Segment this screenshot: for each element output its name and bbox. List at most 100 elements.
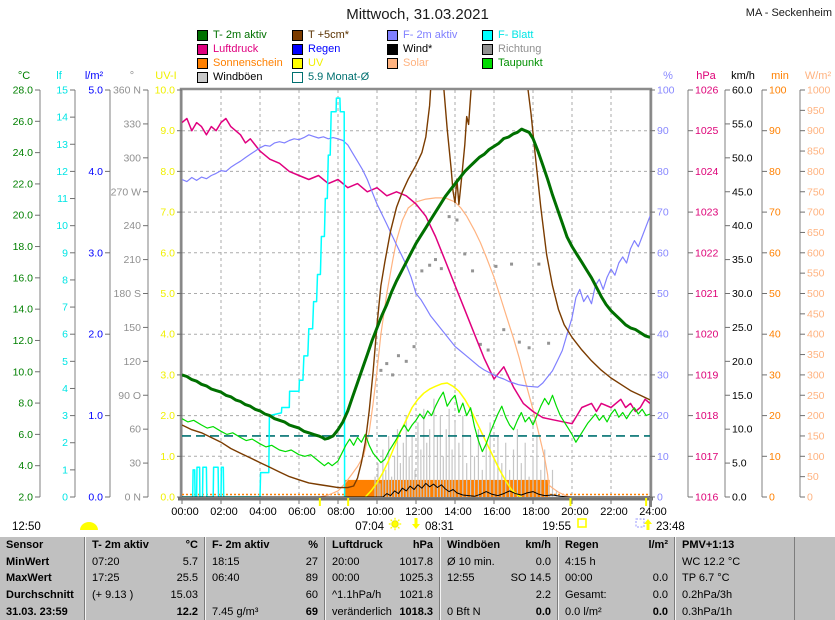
svg-text:80: 80 (657, 166, 669, 178)
legend-label: Richtung (498, 43, 542, 55)
svg-text:300: 300 (807, 369, 825, 381)
legend-item-t-5cm-: T +5cm* (292, 30, 349, 41)
svg-text:300: 300 (123, 152, 141, 164)
series-group (182, 90, 650, 497)
svg-text:0.0: 0.0 (160, 492, 175, 504)
svg-text:10.0: 10.0 (732, 424, 753, 436)
svg-text:20.0: 20.0 (13, 210, 34, 222)
svg-text:30: 30 (129, 458, 141, 470)
svg-text:2.0: 2.0 (160, 410, 175, 422)
table-row: F- 2m aktiv% (206, 537, 324, 554)
svg-text:120: 120 (123, 356, 141, 368)
weather-chart: 28.026.024.022.020.018.016.014.012.010.0… (12, 70, 831, 533)
svg-text:500: 500 (807, 288, 825, 300)
table-row: 06:40 89 (206, 570, 324, 587)
svg-text:6.0: 6.0 (160, 247, 175, 259)
svg-text:270 W: 270 W (111, 186, 141, 198)
svg-text:14.0: 14.0 (13, 304, 34, 316)
svg-text:2.0: 2.0 (18, 492, 33, 504)
legend-swatch-icon (197, 44, 208, 55)
table-row: (+ 9.13 ) 15.03 (86, 587, 204, 604)
legend-label: T +5cm* (308, 29, 350, 41)
legend-item-wind-: Wind* (387, 44, 432, 55)
svg-text:06:00: 06:00 (288, 506, 316, 518)
svg-text:10:00: 10:00 (366, 506, 394, 518)
svg-text:90 O: 90 O (118, 390, 141, 402)
svg-text:08:00: 08:00 (327, 506, 355, 518)
axis-unit-label: km/h (731, 70, 755, 82)
svg-text:2: 2 (62, 437, 68, 449)
legend-swatch-icon (387, 58, 398, 69)
moon-icon (80, 522, 98, 530)
svg-text:90: 90 (769, 125, 781, 137)
table-cell: 07:20 (92, 555, 120, 568)
svg-text:1024: 1024 (695, 166, 719, 178)
legend-item-richtung: Richtung (482, 44, 541, 55)
svg-text:40: 40 (657, 329, 669, 341)
svg-text:1: 1 (62, 464, 68, 476)
table-cell: 15.03 (170, 589, 198, 602)
legend-swatch-icon (197, 30, 208, 41)
svg-text:60.0: 60.0 (732, 85, 753, 97)
svg-text:12.0: 12.0 (13, 335, 34, 347)
svg-text:950: 950 (807, 105, 825, 117)
grid-lines (182, 90, 650, 497)
svg-text:10.0: 10.0 (13, 366, 34, 378)
table-row: Luftdruck hPa (326, 537, 439, 554)
svg-text:15.0: 15.0 (732, 390, 753, 402)
table-cell: Sensor (6, 539, 44, 552)
legend-swatch-icon (292, 44, 303, 55)
svg-text:7.0: 7.0 (160, 207, 175, 219)
table-cell: hPa (412, 539, 433, 552)
table-cell: Ø 10 min. (447, 555, 495, 568)
legend-label: Windböen (213, 71, 263, 83)
legend-swatch-icon (197, 72, 208, 83)
table-cell: 69 (305, 605, 318, 618)
table-row: 17:25 25.5 (86, 570, 204, 587)
arrow-up-icon (644, 519, 652, 524)
svg-text:24.0: 24.0 (13, 147, 34, 159)
table-row: MinWert (0, 554, 84, 571)
series-windboeen (374, 398, 558, 497)
svg-text:16:00: 16:00 (483, 506, 511, 518)
table-cell: 0.0 (535, 605, 551, 618)
axis-°C: 28.0 26.0 24.0 22.0 20.0 18.0 16.0 14.0 12.0 10.0… (13, 70, 41, 504)
table-row: Regen l/m² (559, 537, 674, 554)
svg-text:0.0: 0.0 (88, 492, 103, 504)
table-row: PMV+1:13 (676, 537, 794, 554)
svg-text:70: 70 (769, 207, 781, 219)
legend-item-luftdruck: Luftdruck (197, 44, 258, 55)
axis-unit-label: lf (56, 70, 62, 82)
svg-text:330: 330 (123, 118, 141, 130)
table-cell: (+ 9.13 ) (92, 589, 134, 602)
svg-text:1019: 1019 (695, 369, 719, 381)
stats-column-regen: Regen l/m² 4:15 h 00:00 0.0 Gesamt: 0.0 0.0 l/m… (558, 537, 675, 620)
table-cell: 60 (305, 589, 318, 602)
legend-item-5-9-monat-: 5.9 Monat-Ø (292, 72, 369, 83)
axis-Wm: 1000950900850800750700650600550500450400… (799, 70, 831, 504)
legend-item-taupunkt: Taupunkt (482, 58, 543, 69)
svg-text:1020: 1020 (695, 329, 719, 341)
legend-label: T- 2m aktiv (213, 29, 267, 41)
svg-text:1025: 1025 (695, 125, 719, 137)
series-wind (182, 482, 650, 497)
table-cell: 18:15 (212, 555, 240, 568)
series-uv (364, 382, 522, 497)
astro-time-label: 19:55 (542, 521, 571, 533)
table-cell: 1018.3 (399, 605, 433, 618)
svg-text:25.0: 25.0 (732, 322, 753, 334)
svg-text:10.0: 10.0 (155, 85, 176, 97)
svg-text:1026: 1026 (695, 85, 719, 97)
table-cell: 0.0 (535, 555, 551, 568)
table-cell: 27 (305, 555, 318, 568)
table-row: 60 (206, 587, 324, 604)
table-cell: °C (185, 539, 198, 552)
legend-item-uv: UV (292, 58, 323, 69)
svg-text:1.0: 1.0 (160, 451, 175, 463)
svg-text:350: 350 (807, 349, 825, 361)
dotted-square-icon (635, 518, 645, 528)
svg-text:10: 10 (657, 451, 669, 463)
table-cell: TP 6.7 °C (682, 572, 730, 585)
